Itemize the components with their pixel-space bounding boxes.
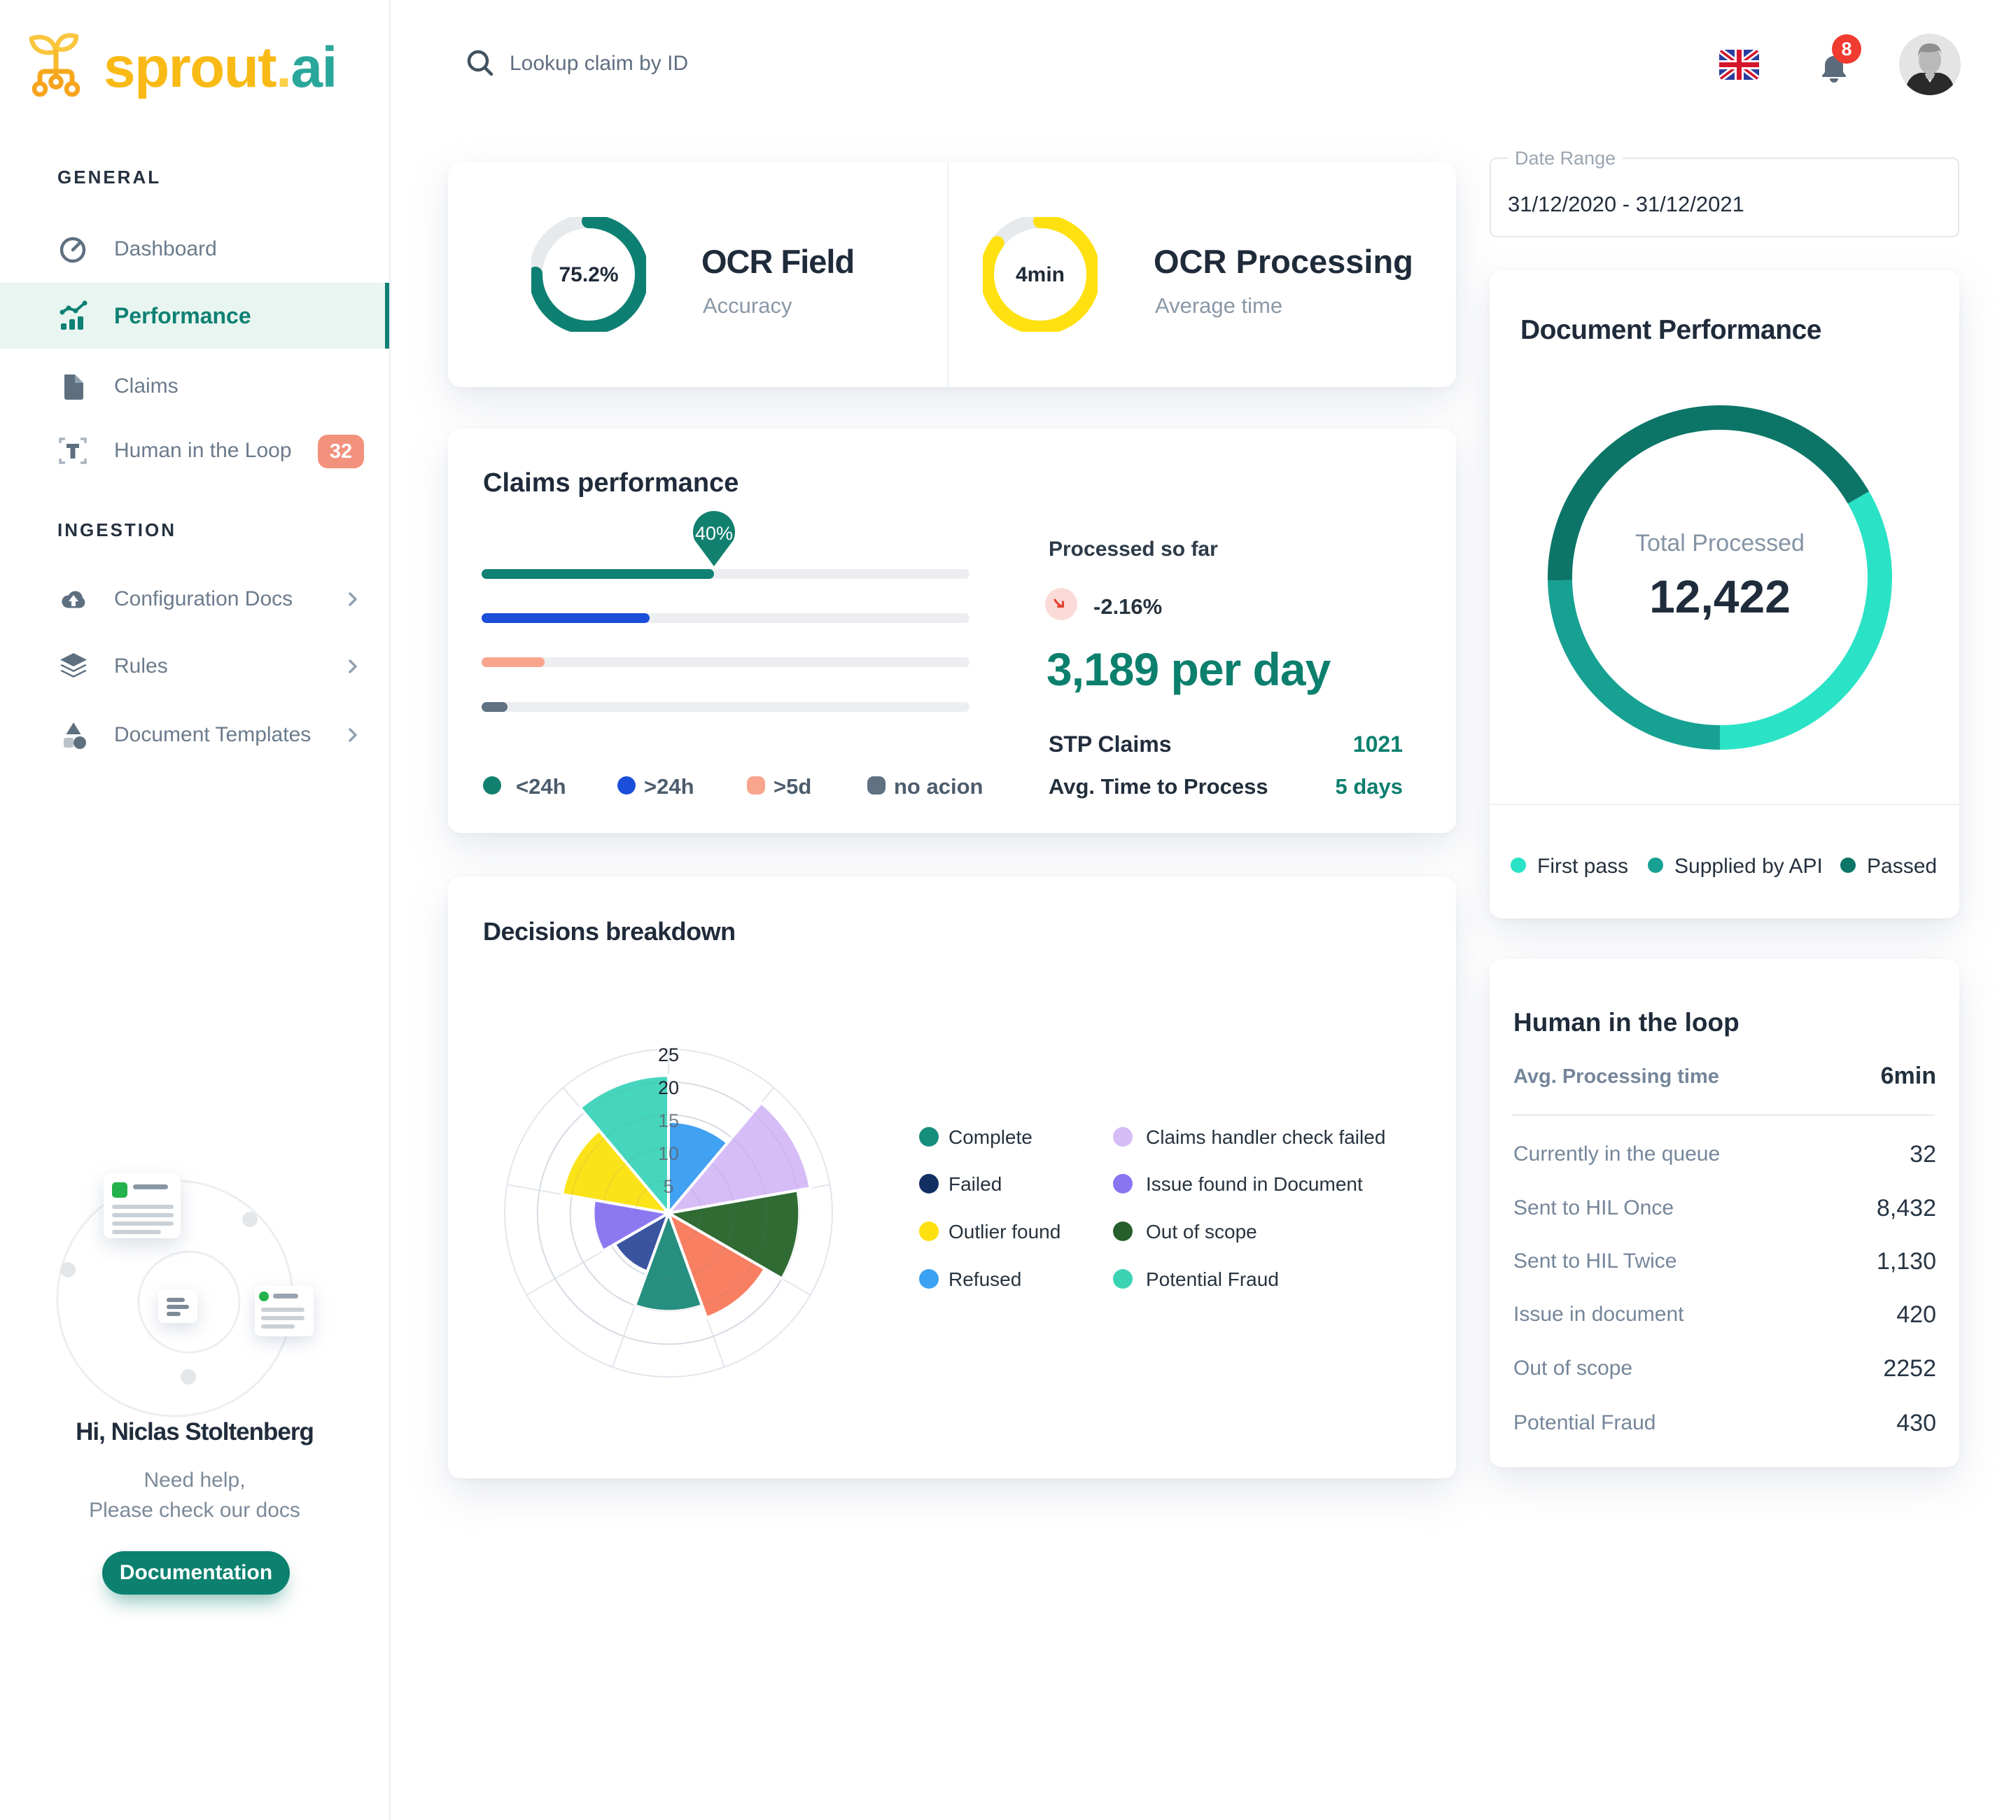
svg-text:5: 5 — [663, 1176, 673, 1197]
svg-text:20: 20 — [658, 1077, 679, 1098]
svg-text:75.2%: 75.2% — [559, 263, 618, 286]
svg-text:10: 10 — [658, 1143, 679, 1164]
svg-text:25: 25 — [658, 1044, 679, 1065]
svg-text:8: 8 — [1841, 38, 1851, 59]
svg-text:40%: 40% — [695, 523, 733, 544]
svg-text:15: 15 — [658, 1110, 679, 1131]
svg-text:Total Processed: Total Processed — [1635, 530, 1805, 556]
svg-text:4min: 4min — [1016, 263, 1065, 286]
svg-text:12,422: 12,422 — [1649, 570, 1791, 622]
